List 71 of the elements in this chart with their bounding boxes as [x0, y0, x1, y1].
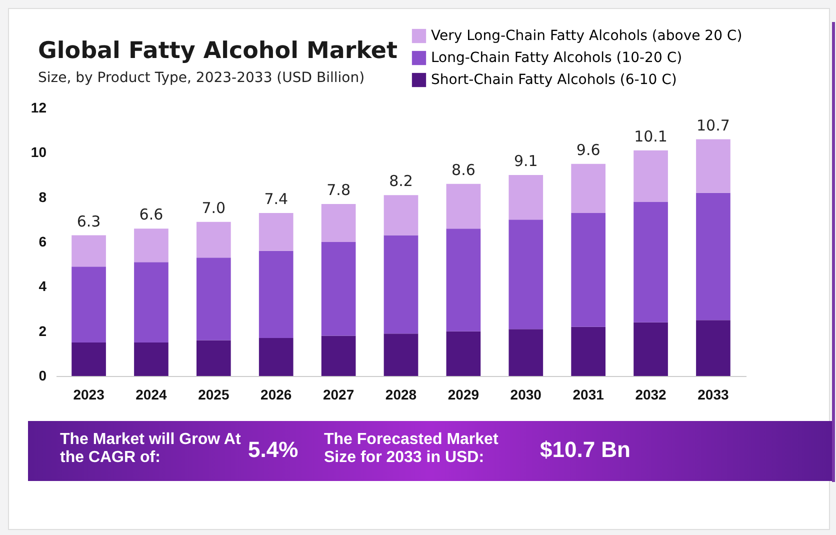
total-label: 7.4: [264, 190, 288, 208]
text: The Market will Grow At the CAGR of:: [60, 431, 241, 466]
bar: [258, 250, 294, 338]
legend-label: Short-Chain Fatty Alcohols (6-10 C): [431, 72, 677, 88]
total-label: 8.6: [452, 160, 476, 179]
text: $10.7 Bn: [540, 437, 632, 463]
x-tick-label: 2032: [635, 386, 667, 402]
total-label: 9.1: [514, 152, 538, 170]
x-tick-label: 2026: [260, 386, 292, 402]
chart-title: Global Fatty Alcohol Market: [38, 38, 398, 64]
bar: [321, 336, 356, 376]
bar: [446, 184, 481, 229]
x-tick-label: 2028: [385, 386, 417, 402]
x-tick-label: 2023: [73, 386, 105, 402]
bar: [384, 334, 418, 376]
bar: [696, 320, 730, 376]
y-tick-label: 0: [38, 368, 47, 384]
text: 5.4%: [248, 437, 298, 462]
bar: [384, 235, 418, 334]
bar: [196, 258, 231, 340]
bar: [696, 139, 730, 193]
y-tick-label: 6: [38, 234, 47, 250]
x-tick-label: 2031: [572, 386, 604, 402]
bar: [196, 222, 231, 258]
bar: [634, 202, 668, 322]
bar: [258, 212, 294, 251]
bar: [508, 220, 544, 330]
bar: [446, 331, 481, 376]
bar: [72, 266, 106, 342]
total-label: 10.1: [634, 127, 668, 146]
total-label: 8.2: [389, 172, 413, 190]
text: The Forecasted Market Size for 2033 in USD:: [324, 431, 500, 467]
legend-label: Very Long-Chain Fatty Alcohols (above 20 C): [431, 28, 742, 44]
bar: [196, 340, 231, 376]
bar: [571, 164, 606, 213]
bar: [571, 326, 606, 376]
bar: [134, 228, 168, 262]
x-tick-label: 2024: [136, 386, 168, 402]
bar: [321, 204, 356, 242]
bar: [446, 228, 481, 332]
total-label: 9.6: [576, 140, 600, 159]
bar: [508, 329, 544, 376]
bar: [134, 342, 168, 376]
bar: [508, 175, 544, 220]
bar: [321, 242, 356, 336]
y-tick-label: 2: [38, 322, 47, 339]
x-tick-label: 2033: [698, 386, 729, 402]
bar: [571, 212, 606, 327]
total-label: 7.8: [326, 181, 350, 200]
total-label: 10.7: [696, 116, 730, 134]
bar: [634, 322, 668, 376]
bar: [696, 192, 730, 320]
total-label: 6.3: [76, 212, 101, 230]
x-tick-label: 2025: [198, 386, 230, 402]
bar: [384, 195, 418, 236]
total-label: 7.0: [202, 198, 226, 217]
bar: [72, 235, 106, 267]
chart-subtitle: Size, by Product Type, 2023-2033 (USD Billion): [38, 70, 366, 86]
total-label: 6.6: [139, 206, 164, 224]
x-tick-label: 2030: [510, 386, 542, 402]
legend-label: Long-Chain Fatty Alcohols (10-20 C): [431, 50, 682, 66]
y-tick-label: 10: [30, 144, 47, 160]
bar: [134, 262, 168, 342]
y-tick-label: 12: [30, 100, 47, 116]
bar: [258, 338, 294, 376]
x-tick-label: 2027: [322, 386, 354, 402]
bar: [72, 342, 106, 376]
y-tick-label: 8: [38, 188, 47, 205]
x-tick-label: 2029: [448, 386, 480, 402]
y-tick-label: 4: [38, 278, 47, 294]
bar: [634, 150, 668, 202]
